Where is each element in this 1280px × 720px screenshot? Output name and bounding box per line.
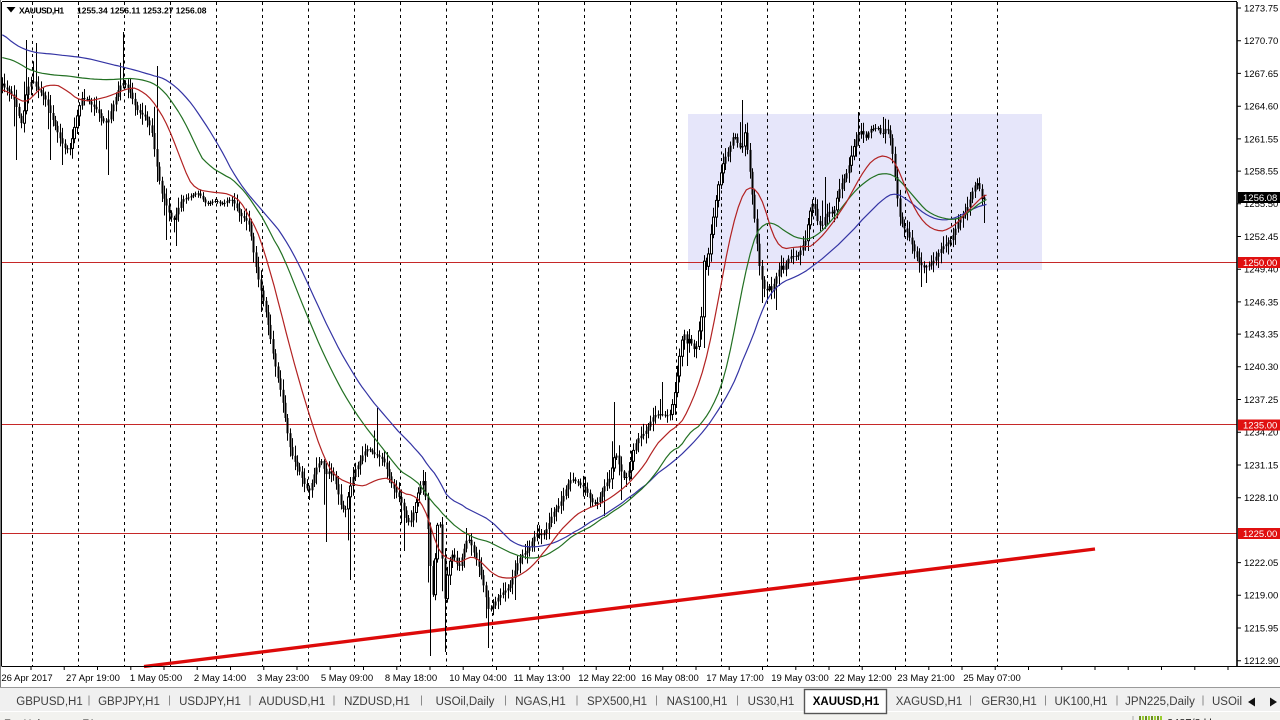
svg-text:AUDUSD,H1: AUDUSD,H1 <box>259 696 325 708</box>
svg-text:1235.00: 1235.00 <box>1243 421 1277 432</box>
svg-text:1225.00: 1225.00 <box>1243 529 1277 540</box>
svg-text:1267.65: 1267.65 <box>1244 69 1278 80</box>
svg-text:1261.55: 1261.55 <box>1244 134 1278 145</box>
svg-text:1250.00: 1250.00 <box>1243 258 1277 269</box>
svg-text:5 May 09:00: 5 May 09:00 <box>321 673 373 684</box>
svg-text:1228.10: 1228.10 <box>1244 493 1278 504</box>
svg-text:USOil,Daily: USOil,Daily <box>436 696 495 708</box>
svg-text:1237.25: 1237.25 <box>1244 395 1278 406</box>
svg-text:1215.95: 1215.95 <box>1244 623 1278 634</box>
svg-text:1264.60: 1264.60 <box>1244 102 1278 113</box>
svg-text:1249.40: 1249.40 <box>1244 265 1278 276</box>
svg-text:1273.75: 1273.75 <box>1244 3 1278 14</box>
svg-text:XAGUSD,H1: XAGUSD,H1 <box>896 696 962 708</box>
svg-text:1252.45: 1252.45 <box>1244 232 1278 243</box>
svg-text:2 May 14:00: 2 May 14:00 <box>194 673 246 684</box>
svg-text:1243.35: 1243.35 <box>1244 330 1278 341</box>
svg-text:1212.90: 1212.90 <box>1244 656 1278 667</box>
svg-text:22 May 12:00: 22 May 12:00 <box>834 673 892 684</box>
svg-text:NAS100,H1: NAS100,H1 <box>667 696 728 708</box>
svg-text:1255.34 1256.11 1253.27 1256.0: 1255.34 1256.11 1253.27 1256.08 <box>77 6 207 16</box>
svg-text:1234.20: 1234.20 <box>1244 428 1278 439</box>
svg-text:16 May 08:00: 16 May 08:00 <box>641 673 699 684</box>
svg-text:1222.05: 1222.05 <box>1244 558 1278 569</box>
svg-text:19 May 03:00: 19 May 03:00 <box>771 673 829 684</box>
svg-text:27 Apr 19:00: 27 Apr 19:00 <box>66 673 120 684</box>
svg-text:1256.08: 1256.08 <box>1243 193 1277 204</box>
svg-text:1255.50: 1255.50 <box>1244 199 1278 210</box>
svg-text:11 May 13:00: 11 May 13:00 <box>514 673 571 684</box>
svg-text:8 May 18:00: 8 May 18:00 <box>385 673 437 684</box>
svg-text:17 May 17:00: 17 May 17:00 <box>706 673 764 684</box>
svg-text:1 May 05:00: 1 May 05:00 <box>130 673 182 684</box>
svg-text:1258.55: 1258.55 <box>1244 167 1278 178</box>
svg-text:GBPUSD,H1: GBPUSD,H1 <box>16 696 82 708</box>
svg-text:1219.00: 1219.00 <box>1244 591 1278 602</box>
svg-text:SPX500,H1: SPX500,H1 <box>587 696 647 708</box>
svg-text:1240.30: 1240.30 <box>1244 362 1278 373</box>
svg-text:USDJPY,H1: USDJPY,H1 <box>179 696 241 708</box>
svg-text:For Help, press F1: For Help, press F1 <box>4 718 95 720</box>
svg-text:23 May 21:00: 23 May 21:00 <box>897 673 955 684</box>
svg-text:26 Apr 2017: 26 Apr 2017 <box>1 673 52 684</box>
svg-text:USOil: USOil <box>1212 696 1242 708</box>
svg-text:XAUUSD,H1: XAUUSD,H1 <box>813 696 880 708</box>
svg-text:JPN225,Daily: JPN225,Daily <box>1125 696 1195 708</box>
svg-text:XAUUSD,H1: XAUUSD,H1 <box>19 6 64 16</box>
svg-text:1246.35: 1246.35 <box>1244 297 1278 308</box>
svg-text:GER30,H1: GER30,H1 <box>981 696 1037 708</box>
svg-text:10 May 04:00: 10 May 04:00 <box>449 673 507 684</box>
svg-text:UK100,H1: UK100,H1 <box>1054 696 1107 708</box>
svg-text:1270.70: 1270.70 <box>1244 36 1278 47</box>
svg-text:3 May 23:00: 3 May 23:00 <box>257 673 309 684</box>
svg-text:12 May 22:00: 12 May 22:00 <box>578 673 636 684</box>
svg-text:NGAS,H1: NGAS,H1 <box>515 696 566 708</box>
svg-text:NZDUSD,H1: NZDUSD,H1 <box>344 696 410 708</box>
svg-text:US30,H1: US30,H1 <box>748 696 795 708</box>
svg-text:25 May 07:00: 25 May 07:00 <box>963 673 1021 684</box>
svg-text:GBPJPY,H1: GBPJPY,H1 <box>98 696 160 708</box>
svg-text:2437/3 kb: 2437/3 kb <box>1167 718 1215 720</box>
svg-text:1231.15: 1231.15 <box>1244 460 1278 471</box>
